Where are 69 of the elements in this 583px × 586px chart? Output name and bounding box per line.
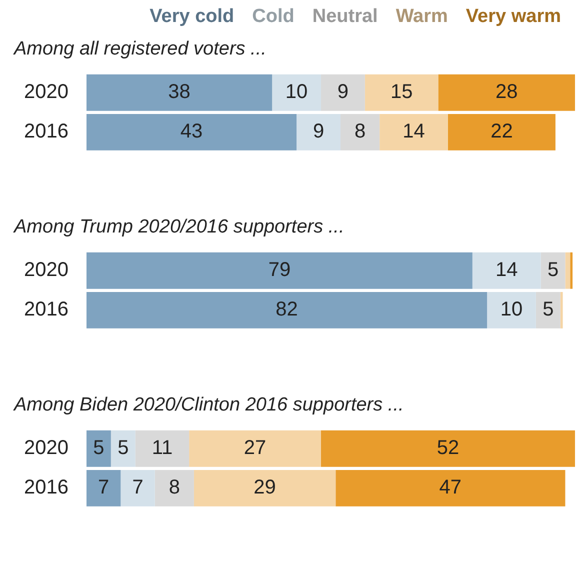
bar bbox=[536, 292, 560, 328]
bar bbox=[487, 292, 536, 328]
bar bbox=[86, 292, 488, 328]
bar bbox=[320, 74, 365, 111]
y-tick-label: 2020 bbox=[24, 81, 68, 104]
data-label: 22 bbox=[490, 120, 513, 143]
bar bbox=[135, 430, 190, 467]
text: Neutral bbox=[312, 6, 378, 28]
bar bbox=[472, 252, 541, 289]
chart-title: Among Trump 2020/2016 supporters ... bbox=[13, 216, 344, 238]
y-tick-label: 2016 bbox=[24, 298, 68, 321]
data-label: 11 bbox=[152, 437, 173, 460]
data-label: 5 bbox=[542, 298, 554, 321]
data-label: 52 bbox=[436, 437, 460, 460]
data-label: 9 bbox=[337, 81, 349, 104]
data-label: 29 bbox=[254, 476, 276, 499]
bar bbox=[110, 430, 136, 467]
bar bbox=[448, 114, 556, 150]
data-label: 15 bbox=[390, 81, 413, 104]
data-label: 27 bbox=[244, 437, 266, 460]
bar bbox=[320, 430, 575, 467]
bar bbox=[86, 470, 121, 506]
y-tick-label: 2020 bbox=[24, 437, 68, 460]
text: Warm bbox=[396, 6, 448, 28]
bar bbox=[86, 252, 472, 289]
bar bbox=[86, 114, 297, 150]
data-label: 5 bbox=[93, 437, 104, 460]
data-label: 43 bbox=[180, 120, 203, 143]
bar bbox=[570, 252, 573, 289]
data-label: 8 bbox=[354, 120, 366, 143]
bar bbox=[154, 470, 194, 506]
data-label: 8 bbox=[168, 476, 180, 499]
bar bbox=[560, 292, 563, 328]
y-tick-label: 2016 bbox=[24, 120, 68, 143]
data-label: 5 bbox=[547, 259, 559, 282]
y-tick-label: 2016 bbox=[24, 476, 68, 499]
text: Cold bbox=[252, 6, 294, 28]
bar bbox=[189, 430, 321, 467]
bar bbox=[336, 470, 566, 506]
y-tick-label: 2020 bbox=[24, 259, 68, 282]
bar bbox=[86, 74, 272, 111]
data-label: 14 bbox=[495, 259, 518, 282]
data-label: 82 bbox=[276, 298, 298, 321]
bar bbox=[340, 114, 380, 150]
bar bbox=[86, 430, 111, 467]
chart-title: Among Biden 2020/Clinton 2016 supporters ... bbox=[13, 394, 404, 416]
bar bbox=[565, 252, 570, 289]
bar bbox=[364, 74, 438, 111]
bar bbox=[194, 470, 336, 506]
bar bbox=[120, 470, 155, 506]
data-label: 28 bbox=[495, 81, 518, 104]
chart-title: Among all registered voters ... bbox=[13, 38, 266, 60]
data-label: 10 bbox=[500, 298, 523, 321]
bar bbox=[540, 252, 566, 289]
bar bbox=[296, 114, 341, 150]
data-label: 7 bbox=[132, 476, 144, 499]
bar bbox=[272, 74, 321, 111]
data-label: 38 bbox=[168, 81, 190, 104]
data-label: 5 bbox=[118, 437, 129, 460]
data-label: 14 bbox=[402, 120, 425, 143]
data-label: 10 bbox=[285, 81, 308, 104]
text: Very cold bbox=[150, 6, 234, 28]
bar bbox=[380, 114, 448, 150]
data-label: 47 bbox=[439, 476, 462, 499]
bar bbox=[438, 74, 575, 111]
data-label: 7 bbox=[98, 476, 110, 499]
text: Very warm bbox=[466, 6, 561, 28]
data-label: 79 bbox=[268, 259, 291, 282]
data-label: 9 bbox=[312, 120, 324, 143]
